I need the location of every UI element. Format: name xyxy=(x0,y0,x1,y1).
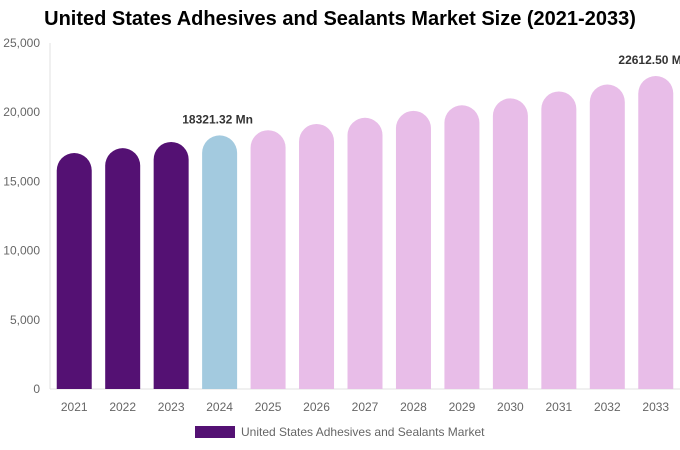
legend: United States Adhesives and Sealants Mar… xyxy=(195,425,484,439)
bar-2029 xyxy=(444,105,480,389)
x-tick-label: 2032 xyxy=(594,400,621,414)
y-tick-label: 0 xyxy=(33,382,40,396)
x-tick-label: 2022 xyxy=(109,400,136,414)
y-tick-label: 15,000 xyxy=(3,174,40,188)
bar-2025 xyxy=(250,130,286,389)
bar-2027 xyxy=(347,117,383,389)
x-tick-label: 2026 xyxy=(303,400,330,414)
y-tick-label: 20,000 xyxy=(3,105,40,119)
chart-title: United States Adhesives and Sealants Mar… xyxy=(44,8,636,30)
bar-2023 xyxy=(153,141,189,389)
bar-2032 xyxy=(589,84,625,390)
legend-label: United States Adhesives and Sealants Mar… xyxy=(241,425,485,439)
bar-2031 xyxy=(541,91,577,389)
bar-2024 xyxy=(202,135,238,389)
x-tick-label: 2031 xyxy=(545,400,572,414)
y-tick-label: 5,000 xyxy=(10,313,40,327)
y-tick-label: 25,000 xyxy=(3,36,40,50)
x-tick-label: 2023 xyxy=(158,400,185,414)
y-tick-label: 10,000 xyxy=(3,244,40,258)
x-tick-label: 2029 xyxy=(449,400,476,414)
legend-swatch xyxy=(195,426,235,438)
x-tick-label: 2025 xyxy=(255,400,282,414)
bar-2026 xyxy=(299,123,335,390)
x-tick-label: 2030 xyxy=(497,400,524,414)
x-tick-label: 2024 xyxy=(206,400,233,414)
bar-2030 xyxy=(492,98,528,389)
data-label: 22612.50 Mn xyxy=(618,53,680,67)
data-label: 18321.32 Mn xyxy=(182,112,253,126)
x-tick-label: 2027 xyxy=(352,400,379,414)
x-tick-label: 2028 xyxy=(400,400,427,414)
bar-2033 xyxy=(638,76,674,390)
bar-2021 xyxy=(56,153,92,389)
x-tick-label: 2021 xyxy=(61,400,88,414)
bar-2028 xyxy=(395,110,431,390)
x-tick-label: 2033 xyxy=(642,400,669,414)
bar-2022 xyxy=(105,148,141,389)
